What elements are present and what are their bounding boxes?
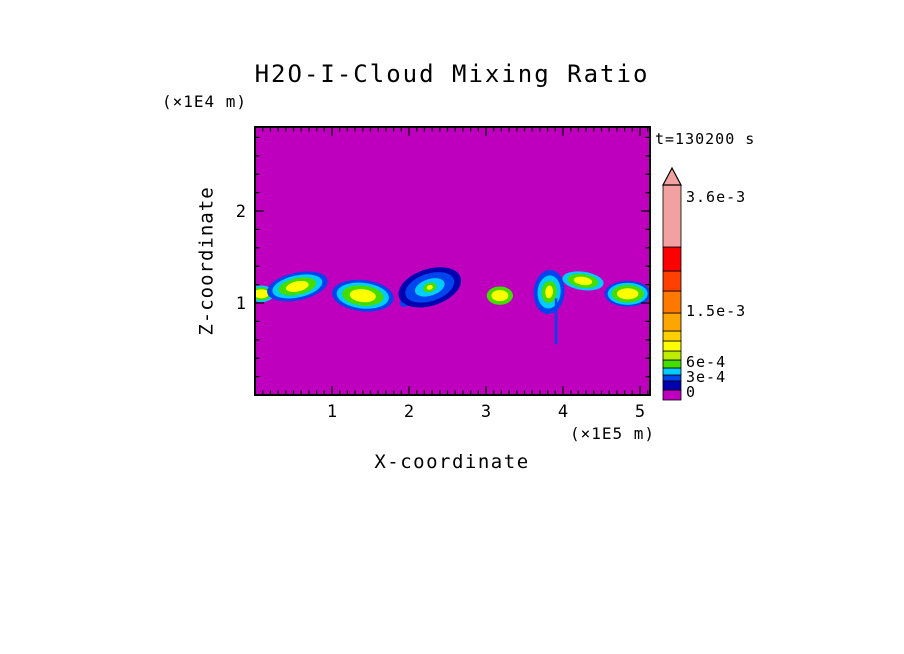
cloud-blob xyxy=(398,267,462,308)
x-axis-unit-label: (×1E5 m) xyxy=(569,424,655,443)
z-axis-unit-label: (×1E4 m) xyxy=(162,92,248,111)
colorbar-arrow-icon xyxy=(662,166,682,186)
colorbar-label: 3.6e-3 xyxy=(686,188,747,206)
z-axis-label-text: Z-coordinate xyxy=(196,186,218,336)
colorbar-label: 3e-4 xyxy=(686,368,727,386)
colorbar-segment xyxy=(662,374,682,382)
colorbar-segment xyxy=(662,330,682,342)
x-axis-label: X-coordinate xyxy=(374,451,530,473)
x-tick-label: 2 xyxy=(404,402,414,422)
colorbar-segment xyxy=(662,184,682,248)
colorbar-segment xyxy=(662,270,682,292)
z-tick-label: 2 xyxy=(236,202,246,222)
time-annotation: t=130200 s xyxy=(655,130,756,148)
colorbar-label: 6e-4 xyxy=(686,353,727,371)
colorbar-label: 1.5e-3 xyxy=(686,302,747,320)
cloud-blob xyxy=(486,286,513,305)
x-tick-label: 4 xyxy=(558,402,568,422)
cloud-blob xyxy=(562,271,604,291)
colorbar-segment xyxy=(662,389,682,401)
colorbar-label: 0 xyxy=(686,383,697,401)
colorbar-segment xyxy=(662,312,682,332)
colorbar-segment xyxy=(662,367,682,376)
colorbar-segment xyxy=(662,350,682,361)
colorbar-segment xyxy=(662,340,682,352)
plot-background xyxy=(255,127,650,395)
x-tick-label: 3 xyxy=(481,402,491,422)
z-tick-label: 1 xyxy=(236,294,246,314)
colorbar-segment xyxy=(662,380,682,391)
cloud-blob xyxy=(604,280,650,307)
chart-title: H2O-I-Cloud Mixing Ratio xyxy=(254,60,650,88)
colorbar-segment xyxy=(662,246,682,272)
colorbar xyxy=(662,166,682,401)
x-tick-label: 5 xyxy=(635,402,645,422)
x-tick-label: 1 xyxy=(327,402,337,422)
colorbar-labels: 3.6e-3 1.5e-3 6e-4 3e-4 0 xyxy=(686,0,806,654)
cloud-blob xyxy=(267,271,328,302)
plot-frame xyxy=(254,126,651,396)
cloud-blob xyxy=(332,279,394,312)
contour-plot: 1 2 3 4 5 1 2 xyxy=(236,126,651,422)
colorbar-segment xyxy=(662,290,682,314)
colorbar-segment xyxy=(662,359,682,369)
z-axis-label: Z-coordinate xyxy=(192,127,222,395)
